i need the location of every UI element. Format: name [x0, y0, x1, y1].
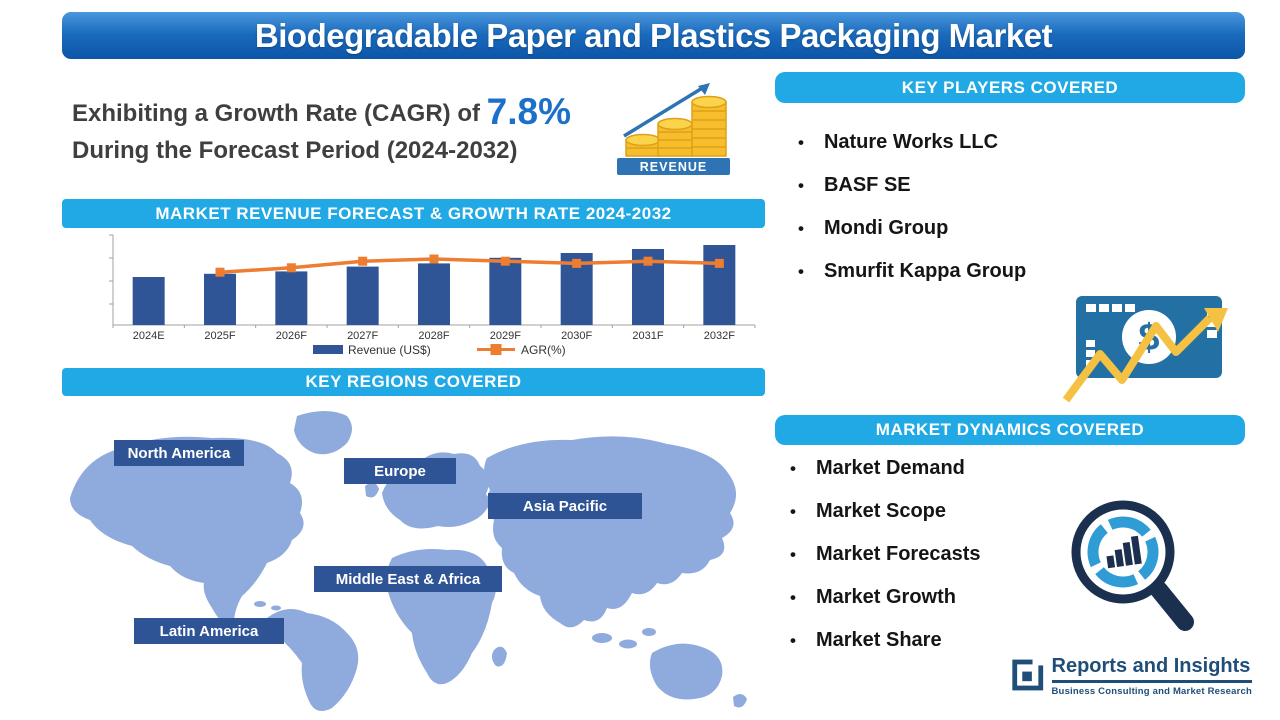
x-axis-tick-label: 2030F [561, 330, 592, 342]
reports-and-insights-logo: Reports and Insights Business Consulting… [1012, 652, 1252, 712]
page-title: Biodegradable Paper and Plastics Packagi… [254, 16, 1053, 54]
x-axis-tick-label: 2029F [490, 330, 521, 342]
regions-section-title: KEY REGIONS COVERED [305, 372, 522, 391]
x-axis-tick-label: 2026F [276, 330, 307, 342]
revenue-bar [489, 257, 522, 325]
market-dynamics-list: Market Demand Market Scope Market Foreca… [790, 447, 981, 662]
logo-divider [1051, 680, 1252, 683]
revenue-bar [703, 245, 736, 325]
region-label-north-america: North America [114, 440, 244, 466]
revenue-forecast-chart: 2024E 2025F 2026F 2027F 2028F 2029F 2030F 2031F… [95, 233, 765, 361]
agr-marker [714, 258, 724, 268]
mini-bar-chart-icon [1106, 535, 1142, 569]
magnifier-handle [1150, 581, 1194, 631]
list-item: Market Demand [790, 447, 980, 490]
legend-label-revenue: Revenue (US$) [348, 343, 431, 357]
agr-marker [500, 256, 510, 266]
chart-section-title: MARKET REVENUE FORECAST & GROWTH RATE 20… [155, 203, 672, 223]
legend-swatch-revenue [313, 345, 343, 354]
title-banner: Biodegradable Paper and Plastics Packagi… [62, 12, 1245, 59]
dynamics-section-banner: MARKET DYNAMICS COVERED [775, 415, 1245, 445]
list-item: BASF SE [798, 164, 1026, 207]
list-item: Nature Works LLC [798, 121, 1026, 164]
list-item: Market Forecasts [790, 533, 981, 576]
bar-line-chart: 2024E 2025F 2026F 2027F 2028F 2029F 2030F 2031F… [109, 234, 756, 357]
x-axis-tick-label: 2031F [632, 330, 663, 342]
region-label-middle-east-africa: Middle East & Africa [314, 566, 502, 592]
region-label-europe: Europe [344, 458, 456, 484]
coin-stack-medium [657, 117, 693, 157]
x-axis-tick-label: 2025F [204, 330, 235, 342]
list-item: Market Scope [790, 490, 980, 533]
logo-icon [1012, 659, 1044, 691]
revenue-banner [617, 158, 730, 175]
x-axis-tick-label: 2032F [704, 330, 735, 342]
world-map-panel: North America Europe Asia Pacific Middle… [62, 398, 768, 716]
legend-label-agr: AGR(%) [521, 343, 566, 357]
coin-stack-large [691, 95, 727, 157]
cagr-suffix: During the Forecast Period (2024-2032) [72, 137, 518, 164]
list-item: Mondi Group [798, 207, 1026, 250]
dynamics-section-title: MARKET DYNAMICS COVERED [875, 420, 1145, 439]
region-label-latin-america: Latin America [134, 618, 284, 644]
key-players-list: Nature Works LLC BASF SE Mondi Group Smu… [798, 121, 1026, 293]
agr-marker [358, 256, 368, 266]
revenue-bar [346, 266, 379, 325]
x-axis-tick-label: 2027F [347, 330, 378, 342]
revenue-coins-icon: REVENUE [617, 83, 730, 175]
revenue-bar [275, 271, 308, 325]
world-map [70, 411, 747, 712]
revenue-bar [418, 263, 450, 325]
players-section-title: KEY PLAYERS COVERED [901, 77, 1119, 97]
players-section-banner: KEY PLAYERS COVERED [775, 72, 1245, 103]
regions-section-banner: KEY REGIONS COVERED [62, 368, 765, 396]
coin-stack-small [625, 133, 661, 157]
agr-marker [286, 263, 296, 273]
revenue-bar [132, 277, 165, 325]
list-item: Market Share [790, 619, 980, 662]
cagr-statement: Exhibiting a Growth Rate (CAGR) of 7.8% … [72, 92, 617, 168]
cagr-prefix: Exhibiting a Growth Rate (CAGR) of [72, 100, 480, 127]
revenue-bar [204, 273, 236, 325]
logo-name: Reports and Insights [1051, 655, 1251, 677]
list-item: Smurfit Kappa Group [798, 250, 1026, 293]
agr-marker [572, 258, 582, 268]
chart-section-banner: MARKET REVENUE FORECAST & GROWTH RATE 20… [62, 199, 765, 228]
cagr-value: 7.8% [486, 91, 572, 132]
agr-line [219, 257, 720, 274]
list-item: Market Growth [790, 576, 980, 619]
money-growth-icon: $ [1062, 296, 1228, 403]
x-axis-tick-label: 2028F [418, 330, 449, 342]
legend-marker-agr [490, 344, 502, 355]
zigzag-growth-arrow-icon [1062, 308, 1228, 403]
magnifier-analytics-icon [1071, 500, 1194, 631]
x-axis-tick-label: 2024E [133, 330, 165, 342]
agr-marker [215, 267, 225, 277]
agr-marker [429, 254, 439, 264]
logo-tagline: Business Consulting and Market Research [1051, 686, 1252, 697]
segmented-donut-chart-icon [1087, 516, 1159, 588]
growth-arrow-icon [623, 83, 710, 138]
region-label-asia-pacific: Asia Pacific [488, 493, 642, 519]
agr-marker [643, 256, 653, 266]
revenue-banner-label: REVENUE [640, 160, 707, 174]
continents [70, 411, 747, 712]
